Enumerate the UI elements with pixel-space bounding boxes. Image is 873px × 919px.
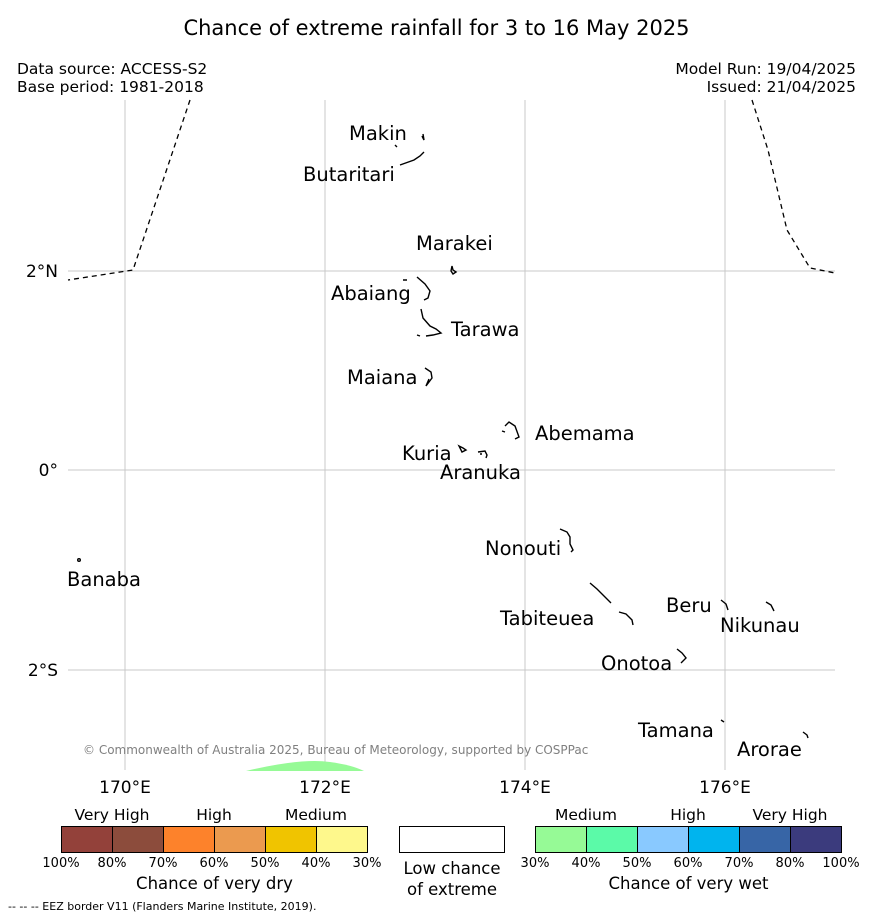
dry-swatch-70-60 (164, 827, 215, 852)
dry-tick: 70% (148, 856, 178, 871)
lon-tick-170e: 170°E (99, 778, 151, 798)
outline-tamana (720, 719, 725, 723)
wet-colorbar (535, 826, 842, 853)
dry-swatch-100-80 (62, 827, 113, 852)
label-onotoa: Onotoa (601, 652, 672, 675)
label-tarawa: Tarawa (450, 318, 520, 341)
dry-colorbar (61, 826, 368, 853)
eez-border-east (751, 99, 836, 274)
outline-abemama (501, 421, 520, 440)
outline-beru (720, 599, 729, 611)
label-nonouti: Nonouti (485, 537, 561, 560)
low-chance-line1: Low chance (403, 859, 501, 878)
issued-text: Issued: 21/04/2025 (706, 78, 856, 96)
wet-legend-title: Chance of very wet (608, 874, 769, 893)
dry-tick: 40% (301, 856, 331, 871)
copyright-notice: © Commonwealth of Australia 2025, Bureau… (83, 743, 588, 757)
wet-swatch-40-50 (587, 827, 638, 852)
label-tabiteuea: Tabiteuea (499, 607, 594, 630)
eez-border-west (67, 99, 191, 281)
dry-tick: 50% (250, 856, 280, 871)
label-butaritari: Butaritari (303, 163, 395, 186)
wet-tick: 70% (724, 856, 754, 871)
data-source-text: Data source: ACCESS-S2 (17, 60, 208, 78)
outline-butaritari (394, 144, 425, 166)
gridlines (68, 100, 835, 770)
label-abaiang: Abaiang (331, 282, 411, 305)
outline-kuria (457, 444, 468, 453)
dry-category-very-high: Very High (74, 806, 150, 824)
eez-footnote: -- -- -- EEZ border V11 (Flanders Marine… (8, 900, 317, 913)
lat-tick-0: 0° (39, 461, 58, 481)
outline-aranuka (477, 450, 488, 459)
model-run-text: Model Run: 19/04/2025 (675, 60, 856, 78)
low-chance-line2: of extreme (406, 880, 498, 899)
label-marakei: Marakei (416, 232, 493, 255)
outline-tabiteuea (589, 582, 634, 626)
lon-tick-176e: 176°E (699, 778, 751, 798)
outline-tarawa (416, 308, 443, 337)
wet-category-high: High (670, 806, 706, 824)
map-title: Chance of extreme rainfall for 3 to 16 M… (183, 16, 690, 40)
dry-swatch-60-50 (215, 827, 266, 852)
label-maiana: Maiana (347, 366, 417, 389)
outline-marakei (450, 265, 458, 275)
wet-swatch-80-100 (791, 827, 841, 852)
outline-makin (421, 133, 425, 141)
island-labels: Makin Butaritari Marakei Abaiang Tarawa … (67, 122, 802, 761)
label-abemama: Abemama (535, 422, 635, 445)
label-makin: Makin (349, 122, 407, 145)
lon-tick-172e: 172°E (299, 778, 351, 798)
label-aranuka: Aranuka (440, 461, 521, 484)
outline-nikunau (765, 601, 775, 612)
label-beru: Beru (666, 594, 712, 617)
wet-swatch-50-60 (638, 827, 689, 852)
label-banaba: Banaba (67, 568, 141, 591)
wet-tick: 60% (673, 856, 703, 871)
lat-tick-2n: 2°N (26, 262, 58, 282)
dry-category-medium: Medium (285, 806, 347, 824)
island-outlines (76, 133, 809, 739)
lat-tick-2s: 2°S (28, 661, 58, 681)
axis-labels: 2°N 0° 2°S 170°E 172°E 174°E 176°E (26, 262, 751, 798)
dry-swatch-50-40 (266, 827, 317, 852)
lon-tick-174e: 174°E (499, 778, 551, 798)
wet-tick: 30% (520, 856, 550, 871)
outline-maiana (424, 367, 433, 387)
wet-category-medium: Medium (555, 806, 617, 824)
outline-abaiang (403, 276, 431, 301)
outline-nonouti (559, 528, 574, 553)
label-kuria: Kuria (402, 442, 452, 465)
wet-tick: 40% (571, 856, 601, 871)
wet-swatch-70-80 (740, 827, 791, 852)
wet-swatch-30-40 (536, 827, 587, 852)
outline-arorae (802, 731, 809, 739)
wet-swatch-60-70 (689, 827, 740, 852)
wet-tick: 80% (775, 856, 805, 871)
wet-medium-shading (246, 761, 364, 771)
label-arorae: Arorae (737, 738, 802, 761)
label-tamana: Tamana (637, 719, 714, 742)
dry-tick: 60% (199, 856, 229, 871)
label-nikunau: Nikunau (720, 614, 800, 637)
outline-banaba (76, 558, 81, 563)
dry-swatch-80-70 (113, 827, 164, 852)
dry-swatch-40-30 (317, 827, 367, 852)
low-chance-swatch (399, 826, 505, 853)
dry-tick: 80% (97, 856, 127, 871)
wet-category-very-high: Very High (752, 806, 828, 824)
wet-tick: 50% (622, 856, 652, 871)
wet-tick: 100% (822, 856, 860, 871)
dry-tick: 30% (352, 856, 382, 871)
dry-category-high: High (196, 806, 232, 824)
base-period-text: Base period: 1981-2018 (17, 78, 204, 96)
outline-onotoa (676, 648, 687, 664)
dry-tick: 100% (42, 856, 80, 871)
dry-legend-title: Chance of very dry (136, 874, 293, 893)
